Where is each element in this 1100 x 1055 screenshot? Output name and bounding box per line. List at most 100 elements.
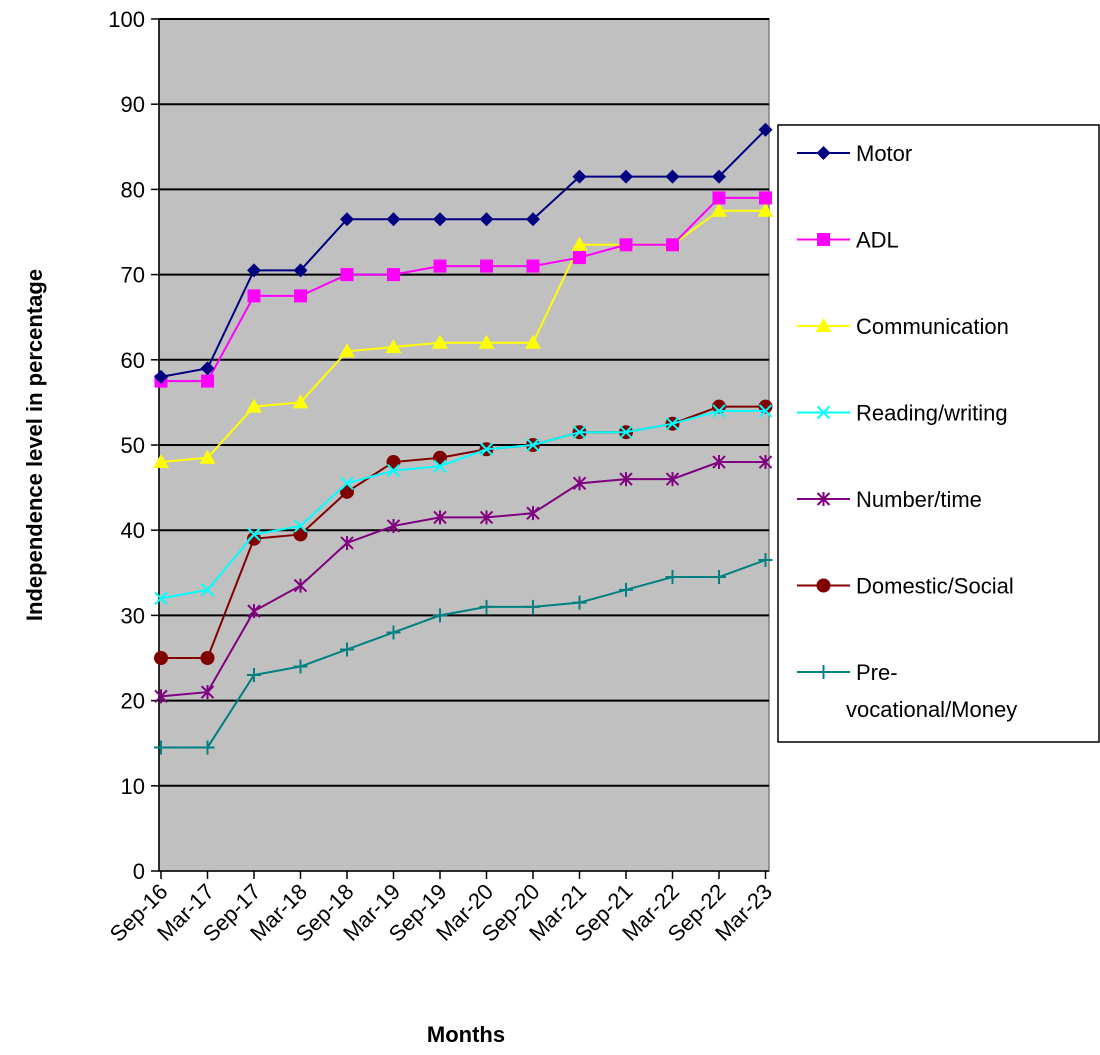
legend-marker [816, 665, 831, 679]
data-point [433, 459, 447, 474]
data-point [433, 608, 447, 623]
data-point [433, 450, 447, 465]
data-point [619, 425, 633, 439]
data-point [200, 583, 215, 597]
data-point [340, 476, 354, 491]
legend-marker [816, 405, 831, 420]
data-point [757, 202, 774, 217]
data-point [153, 454, 169, 469]
data-point [154, 740, 168, 755]
legend-item: Number/time [797, 487, 982, 512]
legend-marker [815, 318, 832, 332]
legend-item: ADL [797, 228, 899, 253]
data-point [247, 668, 261, 683]
data-point [572, 425, 587, 439]
legend-item: Reading/writing [797, 401, 1008, 426]
data-point [386, 625, 401, 640]
data-point [340, 268, 354, 282]
y-tick-label: 0 [133, 859, 145, 884]
data-point [293, 659, 308, 674]
y-tick-label: 80 [121, 177, 145, 202]
data-point [200, 651, 215, 665]
legend: Motor ADL Communication Reading/writing Numb… [777, 124, 1100, 743]
data-point [385, 339, 402, 354]
data-point [619, 582, 633, 597]
y-tick-label: 50 [121, 433, 145, 458]
data-point [386, 455, 401, 470]
legend-marker [817, 233, 830, 246]
data-point [293, 519, 308, 533]
data-point [340, 484, 354, 499]
series-line [161, 559, 766, 749]
data-point [199, 449, 216, 464]
data-point [526, 438, 540, 452]
data-point [665, 169, 680, 184]
data-point [154, 369, 168, 384]
legend-label: Motor [856, 141, 912, 166]
data-point [712, 455, 726, 470]
series-line [160, 129, 767, 378]
data-point [480, 259, 493, 273]
data-point [478, 334, 495, 349]
data-point [154, 651, 168, 665]
data-point [154, 591, 168, 606]
legend-marker [816, 492, 831, 506]
data-point [432, 334, 448, 349]
data-point [387, 268, 400, 282]
legend-item: Motor [797, 141, 912, 166]
y-tick-label: 90 [121, 92, 145, 117]
data-point [479, 510, 494, 525]
data-point [572, 476, 587, 491]
data-point [526, 259, 540, 273]
legend-label: vocational/Money [846, 697, 1017, 722]
y-axis-ticks: 0 10 20 30 40 50 60 70 80 90 100 [108, 7, 159, 884]
legend-item: Pre-vocational/Money [797, 660, 1017, 722]
data-point [479, 599, 494, 614]
data-point [572, 169, 587, 184]
series-group [153, 122, 774, 755]
data-point [665, 472, 680, 487]
legend-label: Communication [856, 314, 1009, 339]
data-point [200, 740, 215, 755]
series-motor [154, 122, 773, 384]
data-point [759, 191, 772, 205]
data-point [758, 455, 773, 470]
y-tick-label: 100 [108, 7, 145, 32]
y-tick-label: 40 [121, 518, 145, 543]
data-point [340, 535, 354, 550]
x-axis-title: Months [427, 1022, 505, 1047]
data-point [339, 343, 355, 358]
data-point [433, 510, 447, 525]
series-line [160, 409, 766, 600]
legend-marker [816, 578, 831, 593]
x-axis-ticks: Sep-16Mar-17Sep-17Mar-18Sep-18Mar-19Sep-… [105, 871, 777, 947]
data-point [758, 122, 773, 137]
series-line [160, 461, 766, 698]
data-point [340, 642, 354, 657]
data-point [247, 263, 261, 278]
legend-label: ADL [856, 228, 899, 253]
data-point [525, 334, 541, 349]
data-point [573, 251, 586, 265]
data-point [758, 404, 773, 418]
data-point [386, 518, 401, 533]
data-point [619, 169, 633, 184]
data-point [619, 472, 633, 487]
data-point [200, 361, 215, 376]
data-point [433, 212, 447, 227]
y-axis-title: Independence level in percentage [22, 269, 47, 621]
series-adl [154, 191, 772, 388]
data-point [247, 531, 261, 546]
series-pre-vocational-money [154, 553, 773, 755]
data-point [294, 289, 307, 303]
y-tick-label: 10 [121, 774, 145, 799]
data-point [386, 463, 401, 478]
data-point [712, 570, 726, 585]
data-point [292, 394, 309, 409]
legend-marker [816, 146, 831, 160]
data-point [712, 191, 726, 205]
data-point [526, 506, 540, 521]
data-point [479, 212, 494, 227]
data-point [293, 263, 308, 278]
data-point [386, 212, 401, 227]
